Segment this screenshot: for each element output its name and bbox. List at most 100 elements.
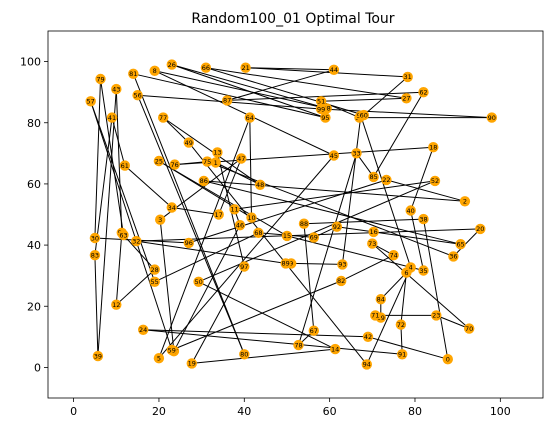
node-label: 91 (398, 351, 406, 359)
tour-node (368, 171, 379, 183)
tour-node (240, 62, 251, 73)
node-label: 20 (476, 225, 484, 233)
node-label: 44 (330, 66, 338, 74)
tour-node (475, 223, 486, 235)
node-label: 46 (236, 222, 244, 230)
tour-node (236, 153, 247, 164)
tour-edges (90, 64, 492, 365)
tour-edge (90, 101, 156, 282)
tour-node (202, 156, 213, 167)
tour-edge (386, 179, 466, 202)
node-label: 38 (419, 215, 427, 223)
node-label: 97 (240, 263, 248, 271)
tour-node (92, 350, 104, 362)
tour-node (397, 349, 408, 360)
node-label: 33 (352, 150, 360, 158)
tour-node (239, 261, 250, 272)
tour-node (330, 343, 341, 355)
tour-edge (111, 117, 126, 166)
tour-node (234, 220, 246, 231)
node-label: 4 (409, 264, 413, 272)
tour-edge (205, 67, 407, 99)
x-tick-label: 0 (70, 405, 77, 418)
node-label: 88 (300, 220, 308, 228)
tour-node (166, 344, 177, 356)
tour-node (246, 212, 257, 223)
tour-node (200, 62, 212, 73)
node-label: 75 (203, 158, 211, 166)
tour-node (337, 259, 348, 270)
tour-node (401, 267, 412, 278)
tour-node (128, 68, 139, 80)
tour-edge (227, 91, 424, 101)
tour-node (198, 175, 209, 187)
tour-edge (115, 89, 123, 233)
node-label: 10 (247, 214, 255, 222)
tour-edge (123, 234, 156, 270)
node-label: 81 (129, 70, 137, 78)
x-tick-label: 40 (237, 405, 251, 418)
node-label: 1 (214, 159, 218, 167)
tour-node (149, 276, 160, 287)
y-tick-label: 60 (27, 178, 41, 191)
tour-node (186, 358, 197, 369)
tour-edge (303, 223, 315, 331)
node-label: 12 (112, 301, 120, 309)
tour-node (336, 275, 347, 287)
node-label: 31 (404, 73, 412, 81)
tour-edge (436, 314, 470, 330)
node-label: 83 (91, 252, 99, 260)
tour-edge (340, 254, 394, 282)
node-label: 96 (185, 239, 193, 247)
node-label: 5 (157, 355, 161, 363)
tour-node (459, 196, 471, 207)
node-label: 3 (158, 216, 162, 224)
node-label: 70 (465, 325, 473, 333)
plot-area-frame (47, 30, 544, 399)
tour-node (308, 325, 319, 336)
tour-node (166, 202, 177, 213)
tour-edge (203, 180, 465, 202)
tour-edge (171, 64, 326, 119)
tour-edge (341, 115, 362, 265)
node-label: 23 (432, 312, 440, 320)
tour-node (455, 239, 466, 250)
x-tick-label: 60 (323, 405, 337, 418)
y-tick-label: 0 (34, 361, 41, 374)
tour-edge (410, 210, 424, 271)
tour-node (361, 359, 372, 370)
node-label: 82 (337, 277, 345, 285)
tour-node (395, 319, 407, 330)
tour-node (331, 221, 343, 232)
tour-edge (143, 329, 369, 338)
tour-edge (423, 219, 449, 360)
x-tick-label: 100 (490, 405, 511, 418)
tour-edge (154, 232, 259, 283)
tour-node (254, 179, 266, 190)
node-label: 16 (369, 228, 377, 236)
tour-node (442, 354, 453, 365)
node-label: 62 (419, 89, 427, 97)
chart-title: Random100_01 Optimal Tour (191, 11, 394, 27)
node-label: 87 (223, 97, 231, 105)
tour-node (308, 232, 319, 243)
node-label: 41 (108, 114, 116, 122)
node-label: 29 (377, 314, 385, 322)
node-label: 52 (431, 177, 439, 185)
tour-edge (286, 235, 424, 271)
node-label: 68 (254, 229, 262, 237)
tour-edge (367, 336, 448, 360)
tour-node (244, 112, 255, 123)
y-axis: 0 20 40 60 80 100 (20, 56, 48, 374)
tour-edge (234, 180, 436, 210)
tour-node (351, 148, 362, 159)
tour-node (381, 174, 392, 186)
tour-node (328, 150, 340, 161)
node-label: 72 (397, 321, 405, 329)
tour-node (431, 310, 442, 321)
node-label: 84 (377, 296, 385, 304)
tour-node (183, 137, 194, 148)
node-label: 19 (188, 360, 196, 368)
tour-node (153, 353, 165, 364)
